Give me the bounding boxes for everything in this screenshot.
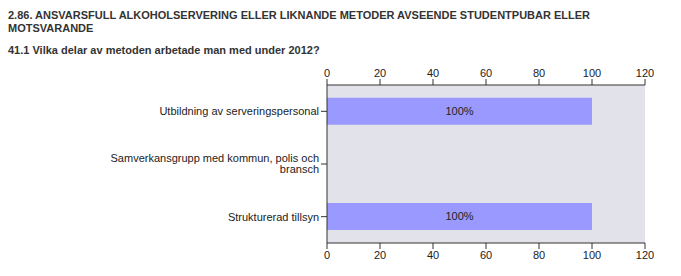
svg-text:80: 80 <box>533 249 545 261</box>
svg-text:60: 60 <box>480 249 492 261</box>
svg-text:0: 0 <box>324 249 330 261</box>
svg-text:100%: 100% <box>445 105 473 117</box>
svg-text:80: 80 <box>533 67 545 79</box>
html-text:41.1 Vilka delar av metoden ar: 41.1 Vilka delar av metoden arbetade man… <box>8 44 320 56</box>
svg-text:120: 120 <box>636 67 654 79</box>
html-text:2.86. ANSVARSFULL ALKOHOLSERVE: 2.86. ANSVARSFULL ALKOHOLSERVERING ELLER… <box>8 9 590 34</box>
svg-text:40: 40 <box>427 249 439 261</box>
svg-text:20: 20 <box>374 249 386 261</box>
svg-text:40: 40 <box>427 67 439 79</box>
svg-text:120: 120 <box>636 249 654 261</box>
svg-text:100%: 100% <box>445 210 473 222</box>
svg-text:60: 60 <box>480 67 492 79</box>
svg-text:Strukturerad tillsyn: Strukturerad tillsyn <box>228 211 319 223</box>
svg-text:100: 100 <box>583 67 601 79</box>
svg-text:Samverkansgrupp med kommun, po: Samverkansgrupp med kommun, polis ochbra… <box>111 152 319 175</box>
svg-text:Utbildning av serveringsperson: Utbildning av serveringspersonal <box>159 105 319 117</box>
svg-text:20: 20 <box>374 67 386 79</box>
svg-text:0: 0 <box>324 67 330 79</box>
svg-text:100: 100 <box>583 249 601 261</box>
